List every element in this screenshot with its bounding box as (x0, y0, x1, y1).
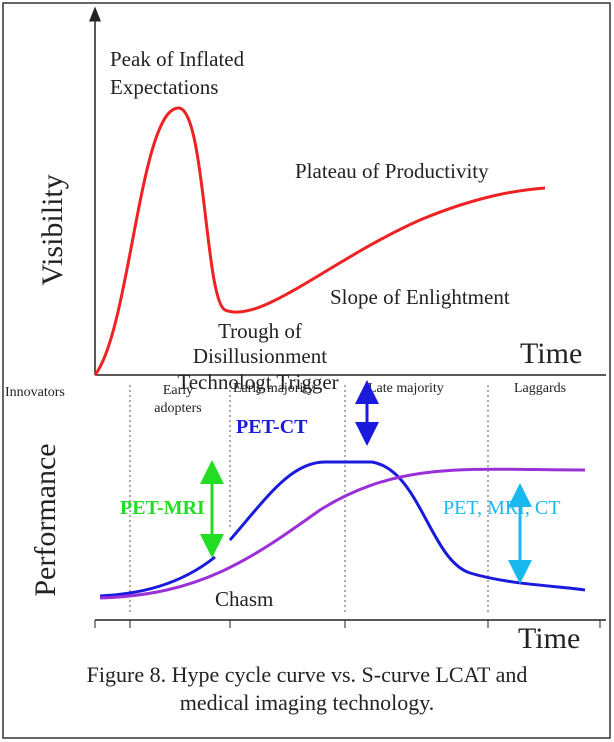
annotation: PET, MRI, CT (443, 497, 560, 519)
phase-label: Peak of Inflated (110, 47, 245, 71)
annotation: PET-MRI (120, 497, 205, 519)
y-axis-label: Performance (29, 443, 62, 596)
performance-curve (228, 460, 586, 592)
s-curve (99, 467, 586, 600)
phase-label: Plateau of Productivity (295, 159, 489, 183)
segment-label: Innovators (5, 385, 65, 400)
segment-label: adopters (154, 401, 201, 416)
segment-label: Laggards (514, 381, 566, 396)
segment-label: Early majority (233, 381, 314, 396)
phase-label: Technologt Trigger (177, 370, 338, 394)
phase-label: Disillusionment (193, 344, 327, 368)
hype-curve (93, 106, 546, 376)
annotation: PET-CT (236, 416, 308, 438)
segment-label: Early (163, 383, 193, 398)
segment-label: Late majority (368, 381, 444, 396)
caption: medical imaging technology. (180, 690, 435, 715)
caption: Figure 8. Hype cycle curve vs. S-curve L… (87, 662, 528, 687)
phase-label: Slope of Enlightment (330, 285, 510, 309)
phase-label: Trough of (218, 319, 302, 343)
chasm-label: Chasm (215, 587, 273, 611)
performance-curve (99, 555, 216, 598)
phase-label: Expectations (110, 75, 218, 99)
axis-ticks (94, 620, 601, 628)
y-axis-label: Visibility (36, 174, 69, 286)
segment-label: Early adopters (154, 383, 201, 416)
x-axis-label: Time (518, 622, 580, 655)
x-axis-label: Time (520, 337, 582, 370)
